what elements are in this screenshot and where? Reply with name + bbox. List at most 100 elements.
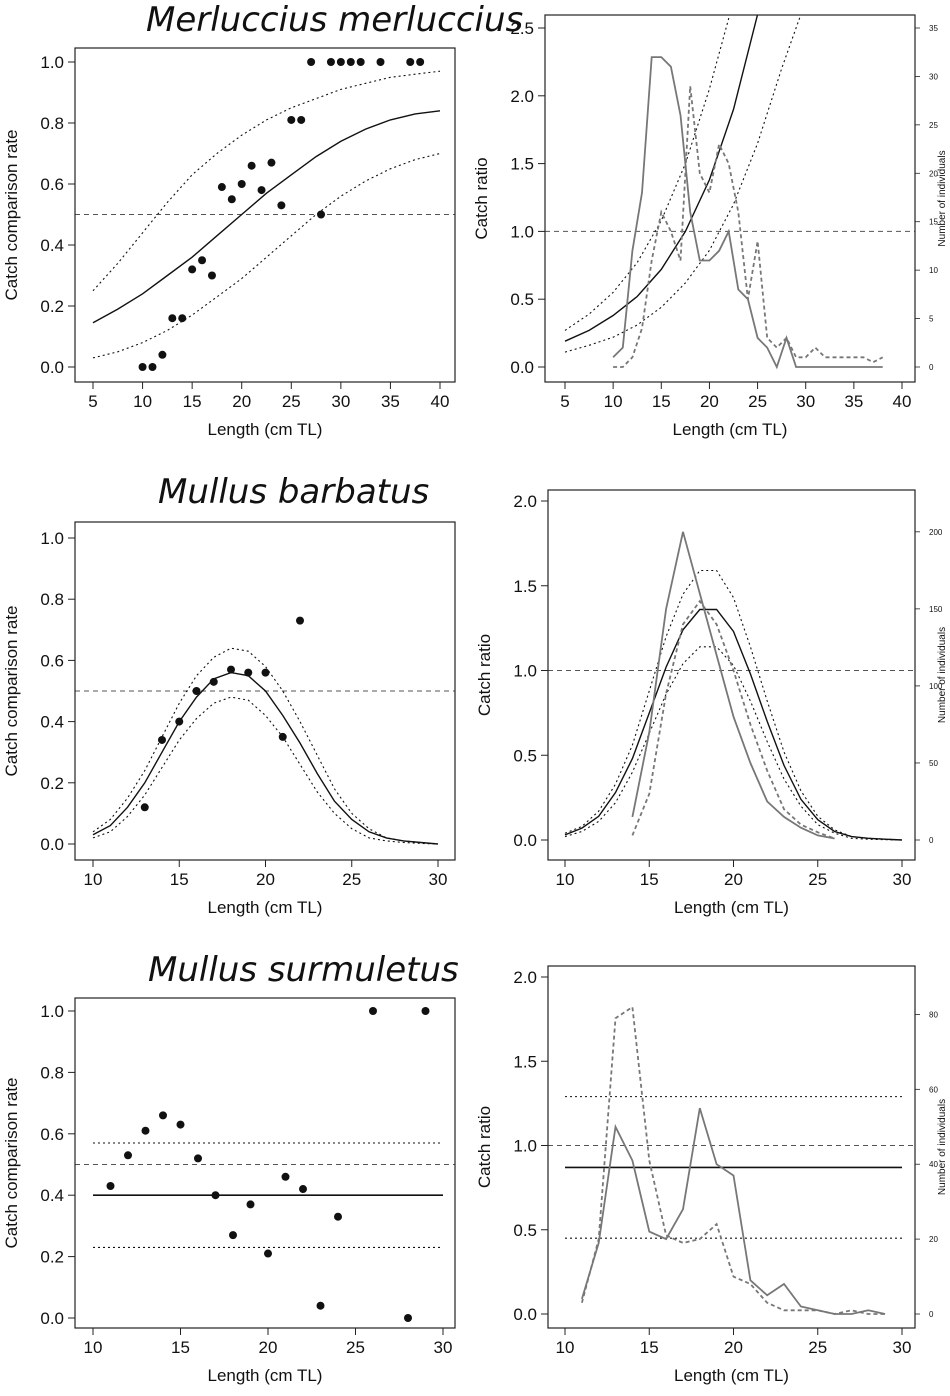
data-point: [261, 668, 270, 677]
x-tick-label: 10: [556, 870, 575, 889]
data-point: [168, 314, 177, 323]
y-tick-label: 0.0: [40, 1309, 64, 1328]
ci-upper-curve: [564, 569, 903, 841]
panel-mullus-barbatus-ratio: 10 15 20 25 30 0.0 0.5 1.0 1.5 2.0 Length (cm TL) C…: [475, 489, 948, 917]
y-axis-label: Catch comparison rate: [2, 129, 21, 300]
y2-tick-label: 0: [929, 363, 934, 372]
y-tick-label: 1.5: [513, 1052, 537, 1071]
y-axis-label: Catch ratio: [475, 634, 494, 716]
x-tick-label: 10: [133, 392, 152, 411]
data-point: [209, 677, 218, 686]
x-tick-label: 20: [259, 1338, 278, 1357]
y2-tick-label: 40: [929, 1160, 938, 1169]
data-point: [416, 58, 425, 66]
series-dashed-grey: [581, 1005, 886, 1315]
y-tick-label: 0.0: [510, 358, 534, 377]
plot-frame: [547, 489, 916, 861]
data-point: [175, 717, 184, 726]
y-axis-label: Catch ratio: [472, 157, 491, 239]
ci-upper-curve: [92, 647, 439, 845]
fit-curve: [92, 671, 439, 845]
x-tick-label: 25: [748, 392, 767, 411]
x-tick-label: 20: [724, 1338, 743, 1357]
plot-area: [545, 15, 915, 370]
title-mullus-barbatus: Mullus barbatus: [158, 472, 430, 512]
data-point: [326, 58, 335, 66]
y-tick-label: 0.0: [513, 1305, 537, 1324]
data-point: [317, 210, 326, 219]
y-tick-label: 0.8: [40, 590, 64, 609]
y-tick-label: 1.0: [40, 53, 64, 72]
x-tick-label: 20: [256, 870, 275, 889]
y2-axis-label: Number of individuals: [937, 1099, 948, 1195]
y2-axis-label: Number of individuals: [937, 627, 948, 723]
y-tick-label: 0.6: [40, 175, 64, 194]
data-point: [246, 1200, 255, 1209]
x-tick-label: 25: [282, 392, 301, 411]
x-tick-label: 10: [604, 392, 623, 411]
y2-tick-label: 150: [929, 605, 943, 614]
x-tick-label: 40: [431, 392, 450, 411]
panel-mullus-barbatus-rate: 10 15 20 25 30 0.0 0.2 0.4 0.6 0.8 1.0 Length (cm T…: [2, 521, 456, 917]
plot-frame: [74, 47, 456, 383]
y-tick-label: 0.2: [40, 774, 64, 793]
series-solid-grey: [631, 531, 835, 840]
data-point: [124, 1151, 132, 1160]
data-point: [296, 616, 304, 625]
data-point: [356, 58, 365, 66]
x-tick-label: 10: [556, 1338, 575, 1357]
y-tick-label: 0.2: [40, 297, 64, 316]
panel-merluccius-rate: 5 10 15 20 25 30 35 40 0.0 0.2 0.4 0.6 0.8 1.0 Length …: [2, 47, 456, 439]
y-tick-label: 2.0: [513, 968, 537, 987]
y-tick-label: 2.0: [513, 492, 537, 511]
plot-frame: [547, 965, 916, 1329]
y2-tick-label: 30: [929, 72, 938, 81]
y-tick-label: 0.2: [40, 1248, 64, 1267]
data-point: [287, 115, 296, 124]
y-tick-label: 2.0: [510, 87, 534, 106]
plot-area: [75, 70, 455, 359]
x-tick-label: 30: [796, 392, 815, 411]
y-tick-label: 0.4: [40, 236, 64, 255]
plot-area: [548, 1005, 915, 1315]
panel-mullus-surmuletus-rate: 10 15 20 25 30 0.0 0.2 0.4 0.6 0.8 1.0 Length (cm T…: [2, 997, 456, 1385]
x-axis-label: Length (cm TL): [674, 898, 789, 917]
y2-tick-label: 10: [929, 266, 938, 275]
data-point: [192, 687, 201, 695]
data-point: [278, 732, 287, 741]
data-point: [159, 1111, 167, 1120]
y-tick-label: 0.0: [513, 831, 537, 850]
y-tick-label: 1.0: [510, 222, 534, 241]
data-point: [198, 256, 207, 265]
y-tick-label: 0.8: [40, 1063, 64, 1082]
y2-tick-label: 0: [929, 1310, 934, 1319]
x-tick-label: 15: [640, 1338, 659, 1357]
x-tick-label: 20: [232, 392, 251, 411]
data-point: [217, 183, 226, 192]
title-merluccius: Merluccius merluccius: [146, 0, 524, 40]
data-point: [376, 58, 385, 66]
data-point: [106, 1181, 115, 1190]
y-tick-label: 1.5: [513, 577, 537, 596]
x-tick-label: 30: [429, 870, 448, 889]
series-dashed-grey: [631, 599, 835, 840]
ci-lower-curve: [564, 646, 903, 841]
x-tick-label: 25: [342, 870, 361, 889]
data-point: [227, 665, 235, 674]
data-point: [421, 1007, 430, 1015]
y-tick-label: 1.0: [513, 662, 537, 681]
y-tick-label: 1.0: [40, 1002, 64, 1021]
data-point: [138, 363, 147, 371]
y2-tick-label: 20: [929, 1235, 938, 1244]
y2-tick-label: 50: [929, 759, 938, 768]
y2-tick-label: 25: [929, 121, 938, 130]
y2-tick-label: 20: [929, 169, 938, 178]
y2-tick-label: 60: [929, 1085, 938, 1094]
y-tick-label: 2.5: [510, 19, 534, 38]
data-point: [346, 58, 355, 66]
y2-tick-label: 5: [929, 315, 934, 324]
data-point: [211, 1191, 220, 1200]
y-axis-label: Catch comparison rate: [2, 605, 21, 776]
x-axis-label: Length (cm TL): [208, 898, 323, 917]
